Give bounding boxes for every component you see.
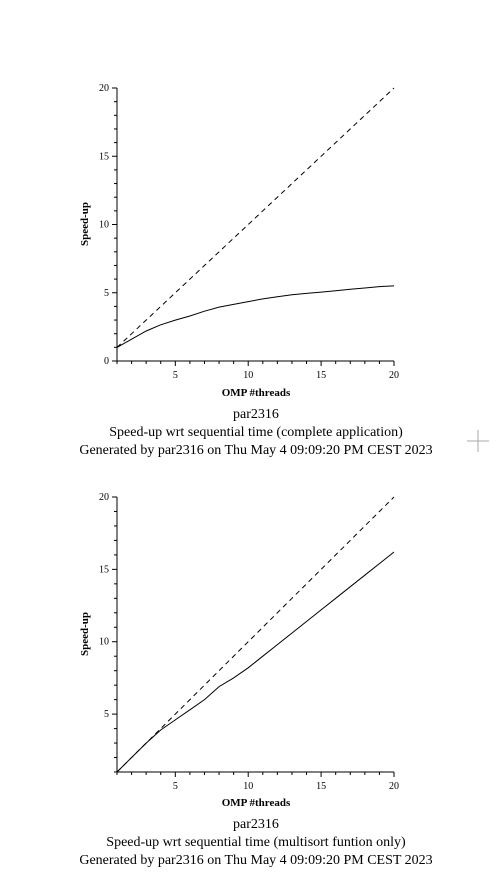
chart-1-x-tick-label: 5 [173,370,178,381]
chart-1-y-tick-label: 5 [104,288,109,299]
chart-1-x-tick-label: 20 [389,370,399,381]
crosshair-cursor-icon [467,430,489,452]
chart-2-y-tick-label: 5 [104,709,109,720]
chart-2-caption-generated: Generated by par2316 on Thu May 4 09:09:… [79,853,432,868]
chart-2-xlabel: OMP #threads [222,797,291,809]
chart-1-caption-generated: Generated by par2316 on Thu May 4 09:09:… [79,443,432,458]
chart-2-x-tick-label: 15 [316,781,326,792]
chart-2-caption-title: Speed-up wrt sequential time (multisort … [106,835,406,850]
chart-1-speedup-line [116,285,395,348]
chart-1-y-tick-label: 15 [99,151,109,162]
chart-2-x-tick-label: 5 [173,781,178,792]
chart-1-ideal-line [116,87,395,348]
chart-1-series [116,87,395,348]
chart-2-series [116,496,395,773]
chart-1-x-tick-label: 15 [316,370,326,381]
chart-2-x-tick-label: 20 [389,781,399,792]
chart-2-y-tick-label: 15 [99,564,109,575]
chart-complete-application: 5 10 15 20 0 5 10 15 20 OMP #threads Speed-up pa… [79,83,433,458]
chart-2-caption-name: par2316 [233,817,279,832]
chart-2-ideal-line [116,496,395,773]
chart-1-x-tick-label: 10 [243,370,253,381]
chart-multisort-function: 5 10 15 20 5 10 15 20 OMP #threads Speed-up par… [79,492,433,868]
chart-1-caption-title: Speed-up wrt sequential time (complete a… [109,425,403,440]
chart-1-xlabel: OMP #threads [222,387,291,399]
chart-2-x-tick-label: 10 [243,781,253,792]
chart-2-ylabel: Speed-up [79,612,91,656]
chart-2-y-tick-label: 10 [99,637,109,648]
chart-1-caption-name: par2316 [233,407,279,422]
chart-1-ticks: 5 10 15 20 0 5 10 15 20 [99,83,399,381]
chart-2-axes [116,497,394,773]
chart-1-y-tick-label: 0 [104,356,109,367]
chart-1-axes [116,88,394,362]
chart-1-ylabel: Speed-up [79,202,91,246]
chart-2-y-tick-label: 20 [99,492,109,503]
chart-1-y-tick-label: 20 [99,83,109,94]
chart-2-ticks: 5 10 15 20 5 10 15 20 [99,492,399,792]
chart-1-y-tick-label: 10 [99,220,109,231]
chart-2-speedup-line [116,551,395,773]
